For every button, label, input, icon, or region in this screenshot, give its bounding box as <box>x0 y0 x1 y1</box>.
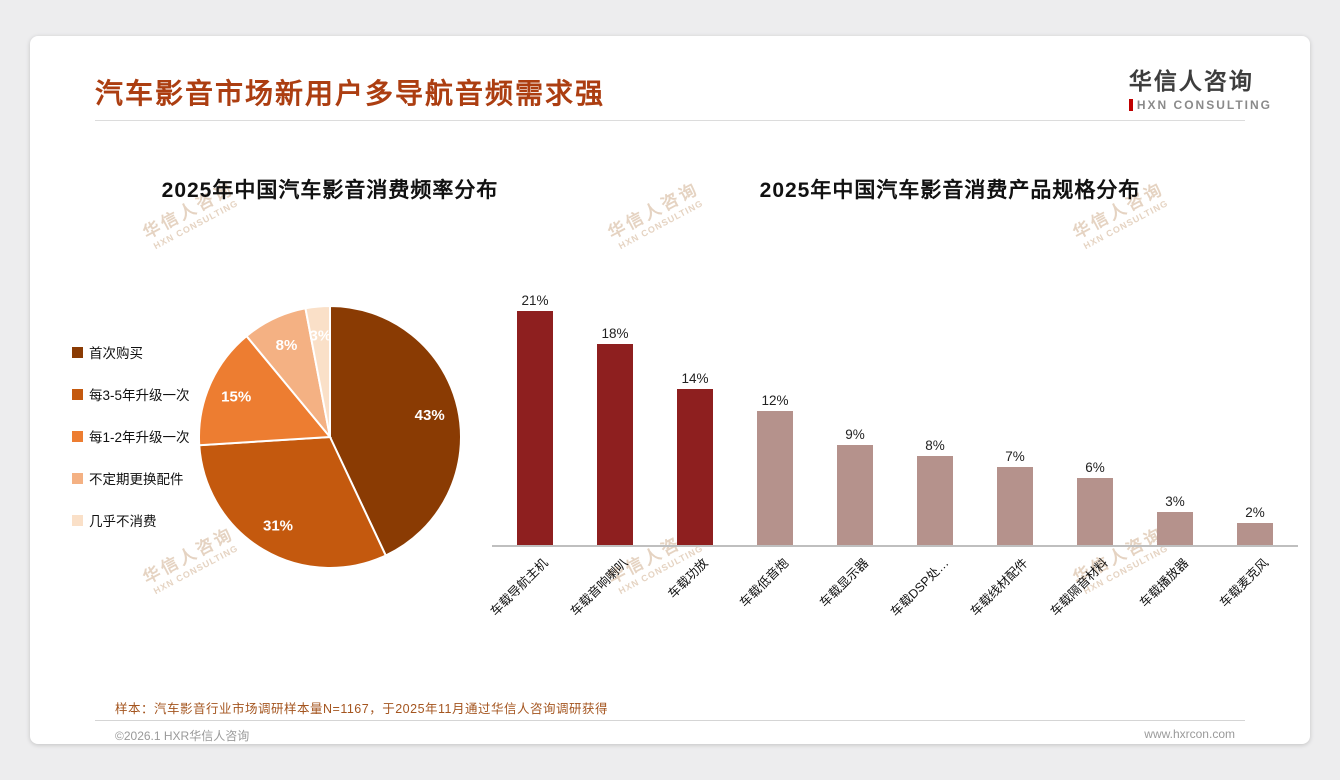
pie-data-label: 31% <box>263 517 293 534</box>
bar <box>677 389 713 545</box>
bar-column: 14% 车载功放 <box>655 291 735 601</box>
footer-copyright: ©2026.1 HXR华信人咨询 <box>115 729 250 743</box>
bar <box>757 411 793 545</box>
logo-text-en: HXN CONSULTING <box>1136 98 1272 112</box>
pie-legend: 首次购买每3-5年升级一次 每1-2年升级一次 不定期更换配件 几乎不消费 <box>72 342 190 530</box>
bar-value-label: 14% <box>681 371 709 386</box>
bar-column: 3% 车载播放器 <box>1135 291 1215 610</box>
logo-text-cn: 华信人咨询 <box>1128 68 1254 94</box>
company-logo: 华信人咨询 HXN CONSULTING <box>1128 62 1272 112</box>
bar-category-label: 车载DSP处… <box>887 555 951 620</box>
legend-swatch <box>72 472 83 484</box>
bar-value-label: 3% <box>1165 493 1185 509</box>
bar-value-label: 8% <box>925 437 945 453</box>
pie-slice <box>304 304 331 438</box>
logo-accent-mark <box>1128 99 1133 111</box>
slide-card: 华信人咨询 HXN CONSULTING 华信人咨询 HXN CONSULTIN… <box>30 36 1310 744</box>
bar-column: 9% 车载显示器 <box>815 291 895 610</box>
bar-category-label: 车载隔音材料 <box>1047 555 1111 619</box>
legend-swatch <box>72 514 83 526</box>
footnote: 样本：汽车影音行业市场调研样本量N=1167，于2025年11月通过华信人咨询调… <box>115 702 608 716</box>
footer-divider <box>95 720 1245 721</box>
watermark-text-en: HXN CONSULTING <box>151 197 240 252</box>
bar <box>997 467 1033 545</box>
bar-category-label: 车载显示器 <box>816 555 871 610</box>
pie-data-label: 3% <box>310 328 332 345</box>
legend-label: 不定期更换配件 <box>89 472 184 487</box>
pie-chart-title: 2025年中国汽车影音消费频率分布 <box>161 179 499 202</box>
legend-swatch <box>72 388 83 400</box>
pie-slice <box>329 304 462 557</box>
bar-category-label: 车载低音炮 <box>736 555 791 610</box>
bar-category-label: 车载播放器 <box>1136 555 1191 610</box>
legend-label: 每1-2年升级一次 <box>89 430 190 445</box>
legend-item: 几乎不消费 <box>72 510 190 530</box>
legend-swatch <box>72 346 83 358</box>
bar <box>597 344 633 545</box>
bar-value-label: 2% <box>1245 504 1265 520</box>
legend-label: 几乎不消费 <box>89 514 157 529</box>
bar-column: 7% 车载线材配件 <box>968 291 1055 619</box>
bar <box>917 455 953 545</box>
bar-column: 6% 车载隔音材料 <box>1048 291 1135 619</box>
bar-category-label: 车载麦克风 <box>1216 555 1271 610</box>
legend-item: 每1-2年升级一次 <box>72 426 190 446</box>
bar <box>1237 522 1273 545</box>
pie-data-label: 15% <box>221 389 251 406</box>
bar-value-label: 12% <box>761 393 789 409</box>
bar-column: 18% 车载音响喇叭 <box>568 291 655 619</box>
bar-column: 12% 车载低音炮 <box>735 291 815 610</box>
bar <box>837 444 873 545</box>
pie-data-label: 43% <box>415 407 445 424</box>
bar-value-label: 21% <box>521 293 549 308</box>
bar-column: 21% 车载导航主机 <box>488 291 575 619</box>
bar-chart-title: 2025年中国汽车影音消费产品规格分布 <box>759 179 1141 202</box>
bar-category-label: 车载音响喇叭 <box>567 555 631 619</box>
footer-website: www.hxrcon.com <box>1144 727 1235 741</box>
pie-slice <box>198 435 388 569</box>
bar-value-label: 7% <box>1005 449 1025 464</box>
pie-slice <box>198 334 333 447</box>
page-title: 汽车影音市场新用户多导航音频需求强 <box>95 78 606 109</box>
legend-swatch <box>72 430 83 442</box>
bar-category-label: 车载线材配件 <box>967 555 1031 619</box>
legend-label: 每3-5年升级一次 <box>89 388 190 403</box>
bar-category-label: 车载导航主机 <box>487 555 551 619</box>
bar-category-label: 车载功放 <box>665 555 711 602</box>
title-divider <box>95 120 1245 121</box>
bar-column: 2% 车载麦克风 <box>1215 291 1295 610</box>
pie-chart-area: 43% 31% 15% 8% 3% <box>190 297 470 577</box>
bar-value-label: 6% <box>1085 460 1105 476</box>
legend-item: 不定期更换配件 <box>72 468 190 488</box>
bar <box>517 311 553 545</box>
bar-chart: 21% 车载导航主机 18% 车载音响喇叭 14% 车载功放 12% 车载低音炮 9% 车载显示器… <box>488 291 1295 619</box>
bar-value-label: 9% <box>845 426 865 442</box>
pie-data-label: 8% <box>276 337 298 354</box>
bar-chart-x-axis <box>492 545 1298 547</box>
bar-column: 8% 车载DSP处… <box>888 291 975 619</box>
legend-item: 每3-5年升级一次 <box>72 384 190 404</box>
legend-label: 首次购买 <box>89 346 143 361</box>
pie-chart: 43% 31% 15% 8% 3% <box>198 304 462 569</box>
legend-item: 首次购买 <box>72 342 190 362</box>
watermark-text-en: HXN CONSULTING <box>1081 197 1170 252</box>
watermark-text-en: HXN CONSULTING <box>616 197 705 252</box>
bar-value-label: 18% <box>601 326 629 342</box>
bar <box>1157 511 1193 545</box>
bar <box>1077 478 1113 545</box>
